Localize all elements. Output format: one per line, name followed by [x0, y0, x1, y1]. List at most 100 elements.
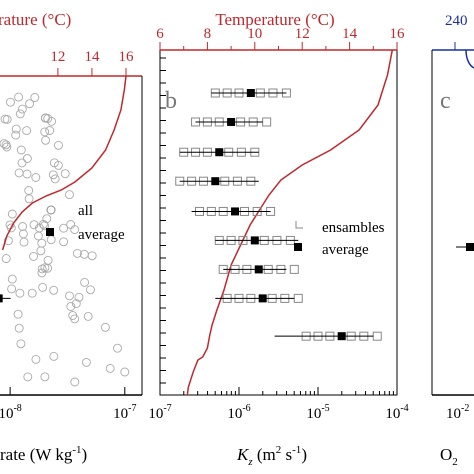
panel-b-top-tick-label: 12 — [295, 26, 310, 42]
panel-a-point — [24, 186, 34, 195]
panel-a-bottom-tick-label: 10-7 — [113, 403, 136, 422]
panel-a-point — [27, 288, 37, 298]
legend-b-average-label: average — [322, 242, 369, 258]
panel-a-top-tick-label: 14 — [84, 49, 100, 65]
panel-a-point — [13, 309, 23, 319]
panel-a-point — [38, 282, 48, 292]
legend-all-marker — [46, 205, 56, 215]
panel-a-point — [31, 173, 41, 182]
panel-a-point — [17, 158, 27, 168]
legend-ensambles-marker — [295, 221, 303, 229]
panel-a: rature (°C) 12 14 16 10-8 10-7 all average … — [0, 10, 143, 464]
panel-a-point — [14, 92, 24, 102]
legend-average-label: average — [78, 227, 125, 243]
panel-b-ensemble-points — [175, 88, 382, 341]
panel-a-point — [37, 268, 47, 278]
panel-a-bottom-tick-label: 10-8 — [0, 403, 22, 422]
panel-a-point — [37, 238, 47, 248]
panel-a-point — [24, 194, 34, 204]
panel-a-point — [23, 372, 33, 382]
panel-a-point — [59, 237, 69, 247]
panel-a-point — [16, 145, 26, 155]
panel-a-point — [86, 285, 95, 295]
panel-b-top-tick-label: 14 — [342, 26, 358, 42]
panel-a-top-ticks: 12 14 16 — [50, 49, 134, 76]
panel-a-point — [59, 223, 69, 233]
panel-b-average-marker — [211, 177, 220, 186]
panel-a-point — [43, 255, 53, 265]
panel-a-point — [68, 311, 78, 320]
panel-b-depth-ticks — [160, 57, 166, 384]
panel-b-top-tick-label: 16 — [390, 26, 406, 42]
panel-a-point — [41, 135, 51, 145]
panel-a-point — [65, 190, 74, 200]
panel-a-average-marker — [0, 294, 3, 303]
panel-a-point — [50, 174, 60, 184]
panel-a-point — [22, 154, 32, 163]
panel-a-point — [15, 288, 25, 298]
panel-a-point — [87, 251, 97, 261]
panel-b-average-marker — [258, 294, 267, 303]
panel-a-point — [22, 169, 32, 179]
panel-a-point — [49, 351, 59, 361]
panel-b-ensemble-marker — [289, 264, 299, 274]
panel-c-oxygen-profile — [465, 49, 474, 69]
panel-a-point — [18, 222, 28, 231]
panel-a-average-points — [0, 294, 11, 303]
panel-a-point — [49, 158, 59, 168]
panel-a-point — [14, 168, 24, 178]
panel-a-point — [29, 220, 39, 230]
panel-b-average-marker — [254, 265, 263, 274]
panel-a-point — [81, 357, 91, 367]
panel-a-top-tick-label: 16 — [119, 49, 135, 65]
panel-c-average-point — [466, 243, 474, 251]
panel-a-point — [14, 323, 24, 333]
panel-a-point — [71, 299, 81, 309]
panel-a-point — [40, 113, 50, 123]
panel-b-top-tick-label: 8 — [204, 26, 212, 42]
panel-a-point — [19, 237, 29, 247]
panel-a-point — [1, 254, 11, 264]
panel-a-point — [80, 277, 90, 287]
panel-a-point — [60, 169, 70, 179]
panel-b-bottom-tick-label: 10-6 — [227, 403, 250, 422]
panel-a-temperature-profile — [1, 75, 127, 251]
panel-a-point — [40, 127, 50, 137]
legend-b-average-marker — [294, 243, 302, 251]
panel-b-ensemble-marker — [293, 293, 303, 303]
panel-b-average-marker — [215, 148, 224, 157]
panel-a-all-points — [0, 92, 130, 387]
panel-b-bottom-tick-label: 10-5 — [306, 403, 329, 422]
panel-a-point — [49, 285, 59, 295]
panel-a-point — [1, 140, 11, 150]
panel-b-top-axis-title: Temperature (°C) — [215, 10, 334, 29]
legend-all-label: all — [78, 203, 93, 219]
panel-a-point — [66, 302, 76, 311]
panel-b-average-points — [179, 89, 374, 341]
panel-b-top-tick-label: 10 — [247, 26, 262, 42]
panel-a-point — [83, 311, 93, 321]
panel-b-ensemble-marker — [372, 331, 382, 341]
panel-a-point — [30, 93, 40, 102]
panel-a-point — [0, 139, 9, 149]
panel-a-point — [7, 209, 17, 219]
panel-a-top-tick-label: 12 — [50, 49, 65, 65]
panel-b-top-ticks: 6 8 10 12 14 16 — [156, 26, 405, 50]
panel-b-average-marker — [231, 207, 240, 216]
panel-b-ensemble-marker — [262, 117, 272, 127]
panel-a-point — [54, 140, 63, 150]
panel-a-point — [11, 130, 21, 140]
panel-a-bottom-ticks: 10-8 10-7 — [0, 387, 136, 422]
panel-c-letter: c — [440, 88, 451, 114]
panel-b-average-marker — [246, 89, 255, 97]
panel-b-bottom-tick-label: 10-4 — [385, 403, 408, 422]
panel-a-point — [7, 284, 17, 294]
panel-b-average-marker — [337, 332, 346, 341]
panel-a-point — [74, 292, 84, 302]
legend-ensambles-label: ensambles — [322, 220, 385, 236]
panel-b-letter: b — [165, 88, 177, 114]
panel-a-point — [65, 291, 74, 301]
panel-a-point — [113, 343, 122, 353]
panel-a-point — [43, 263, 53, 273]
